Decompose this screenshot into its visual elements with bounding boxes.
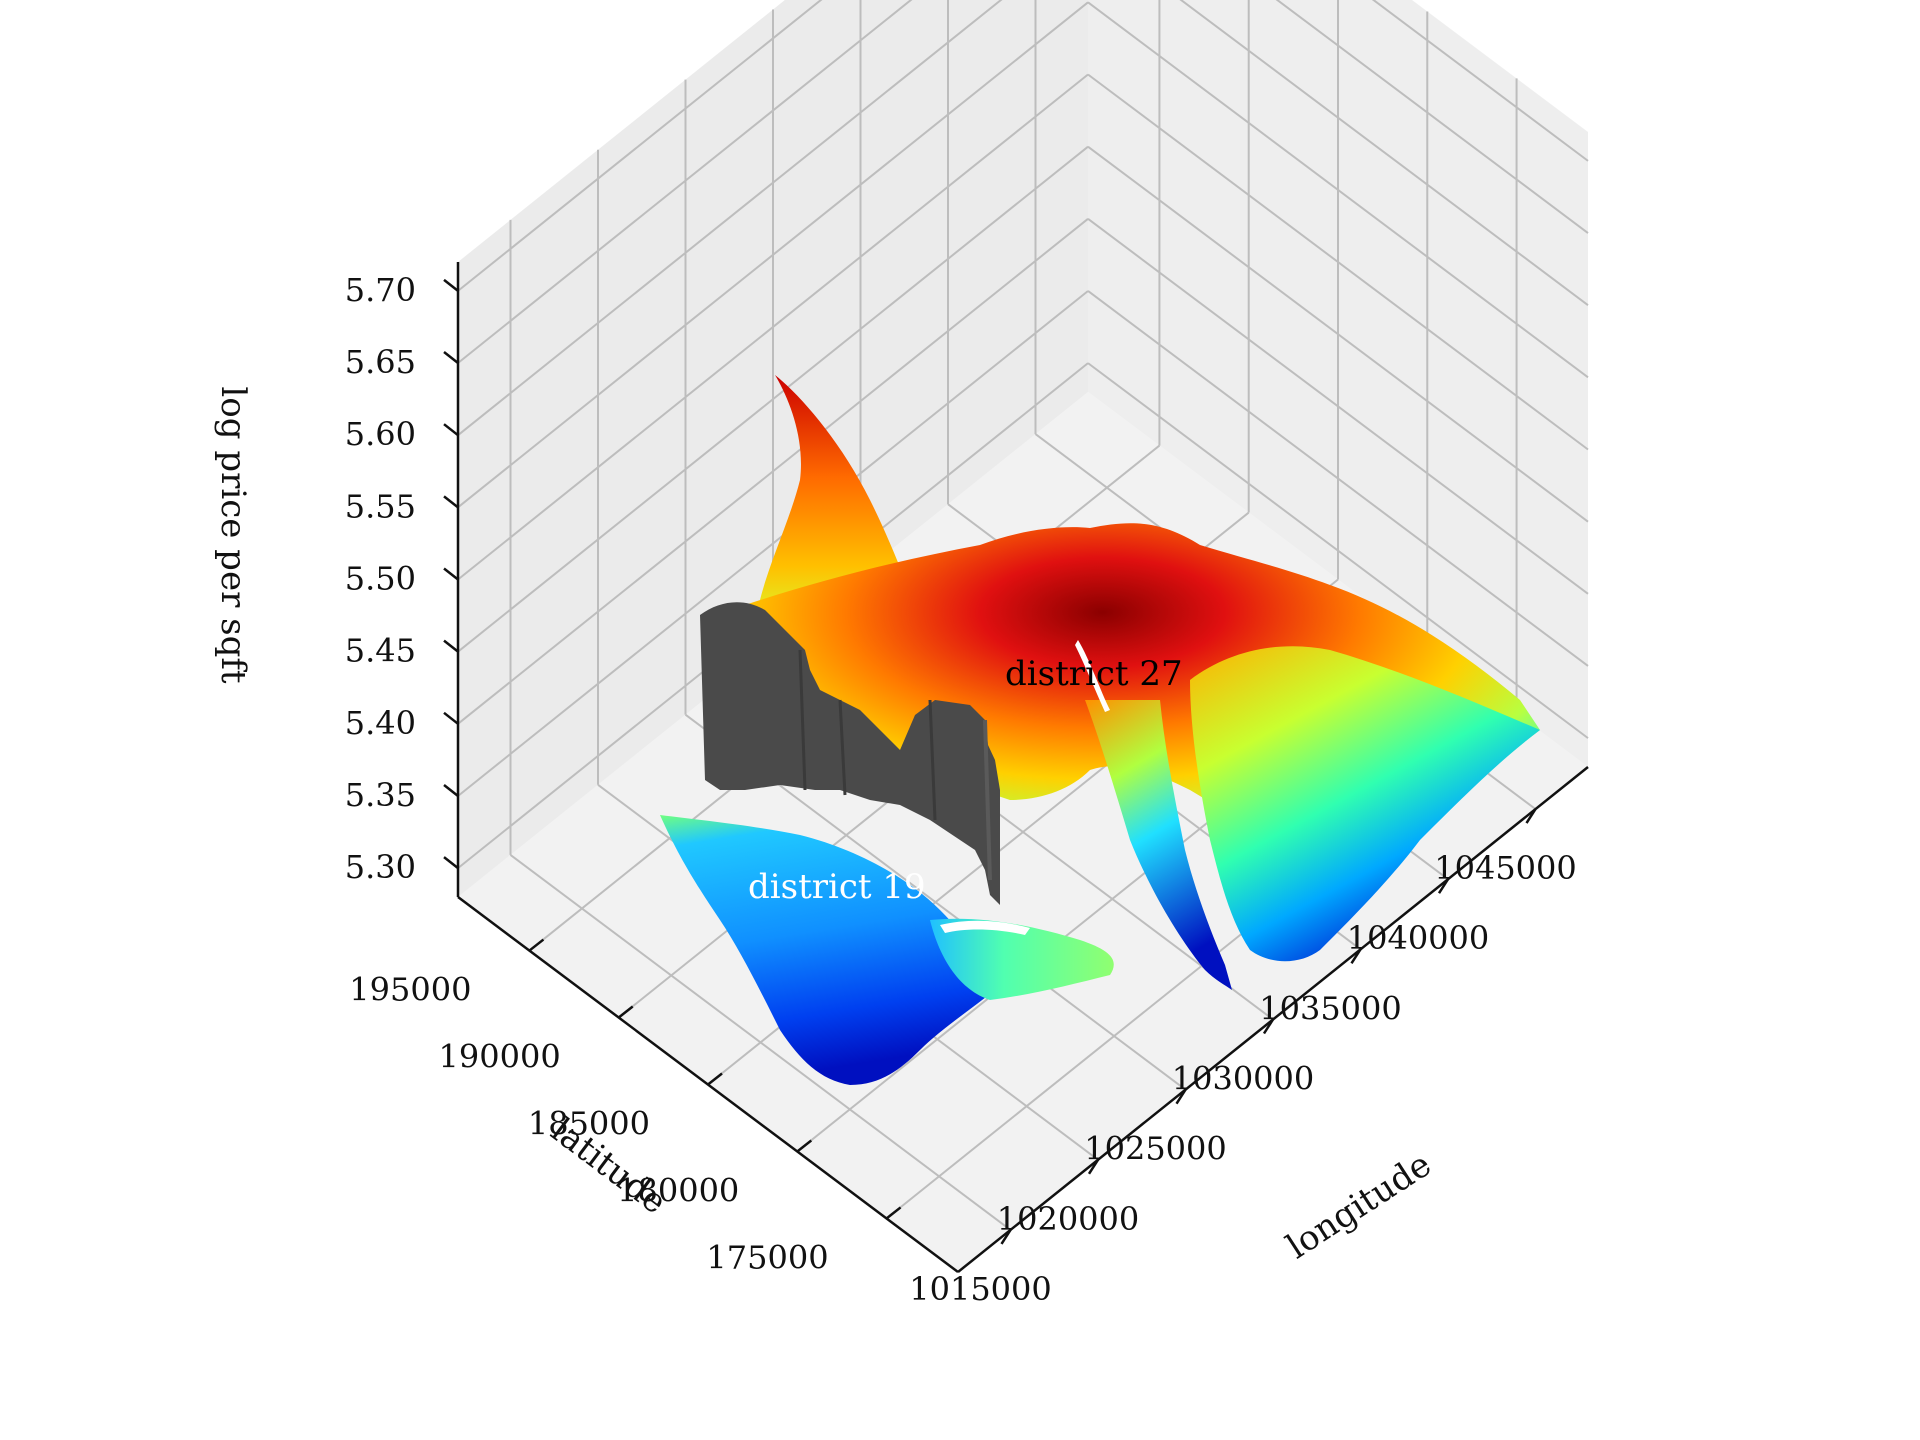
x-tick xyxy=(1350,948,1362,965)
y-tick xyxy=(617,1005,634,1019)
surface-district-19 xyxy=(660,815,1114,1085)
gridline-z xyxy=(1275,0,1589,234)
x-tick xyxy=(1525,808,1537,824)
x-tick-label: 1040000 xyxy=(1347,919,1490,957)
z-tick-label: 5.30 xyxy=(345,848,416,886)
z-tick-label: 5.70 xyxy=(345,271,416,309)
x-tick-label: 1020000 xyxy=(997,1200,1140,1238)
x-tick-label: 1035000 xyxy=(1259,989,1402,1027)
z-tick xyxy=(443,351,459,365)
x-tick xyxy=(1087,1159,1100,1175)
z-tick-label: 5.35 xyxy=(345,776,416,814)
x-tick-label: 1015000 xyxy=(909,1270,1052,1308)
z-tick xyxy=(443,567,459,581)
z-tick xyxy=(443,495,459,509)
z-tick xyxy=(443,423,459,437)
z-tick-label: 5.55 xyxy=(345,487,416,525)
boundary-wall xyxy=(700,602,1000,905)
y-tick xyxy=(885,1206,902,1220)
gridline-z xyxy=(457,0,823,292)
annotation-district-27: district 27 xyxy=(1005,654,1183,694)
z-tick-label: 5.40 xyxy=(345,704,416,742)
gridline-z xyxy=(457,0,913,364)
gridline-z xyxy=(457,290,1089,797)
axes: 1015000 1020000 1025000 1030000 1035000 10400… xyxy=(345,262,1589,1308)
z-tick-label: 5.45 xyxy=(345,632,416,670)
y-tick-label: 175000 xyxy=(706,1238,828,1276)
z-tick xyxy=(443,639,459,653)
gridline-z xyxy=(1087,290,1589,667)
gridline-z xyxy=(457,1,1089,509)
gridline-z xyxy=(1087,1,1589,379)
x-tick xyxy=(1000,1229,1012,1245)
z-tick-label: 5.65 xyxy=(345,343,416,381)
z-tick xyxy=(443,278,459,292)
y-tick-label: 180000 xyxy=(617,1171,739,1209)
gridline-z xyxy=(1087,218,1589,595)
z-tick xyxy=(443,783,459,797)
x-tick xyxy=(1262,1018,1275,1035)
gridline-z xyxy=(457,0,1003,436)
gridline-z xyxy=(457,73,1089,581)
y-tick-label: 195000 xyxy=(349,971,471,1009)
gridline-z xyxy=(1087,145,1589,523)
surface-district-27 xyxy=(745,375,1540,990)
gridline-z xyxy=(1087,362,1589,739)
x-tick-label: 1030000 xyxy=(1172,1060,1315,1098)
y-tick xyxy=(707,1072,723,1086)
x-tick-label: 1045000 xyxy=(1434,849,1577,887)
x-tick xyxy=(1437,878,1450,894)
gridline-z xyxy=(457,218,1089,725)
z-tick xyxy=(443,711,459,725)
y-tick xyxy=(796,1139,813,1153)
x-tick-label: 1025000 xyxy=(1084,1130,1227,1168)
y-tick-label: 185000 xyxy=(528,1105,650,1143)
gridline-z xyxy=(1179,0,1589,306)
y-tick xyxy=(528,938,545,952)
z-tick-label: 5.60 xyxy=(345,415,416,453)
gridline-z xyxy=(1371,0,1589,162)
annotation-district-19: district 19 xyxy=(748,867,926,907)
x-tick xyxy=(1175,1088,1187,1105)
z-tick-label: 5.50 xyxy=(345,560,416,598)
x-axis-label: longitude xyxy=(1280,1145,1439,1268)
gridline-z xyxy=(1087,73,1589,451)
gridline-z xyxy=(457,145,1089,653)
z-axis-label: log price per sqft xyxy=(213,386,253,684)
z-tick xyxy=(443,856,459,870)
y-tick-label: 190000 xyxy=(439,1038,561,1076)
